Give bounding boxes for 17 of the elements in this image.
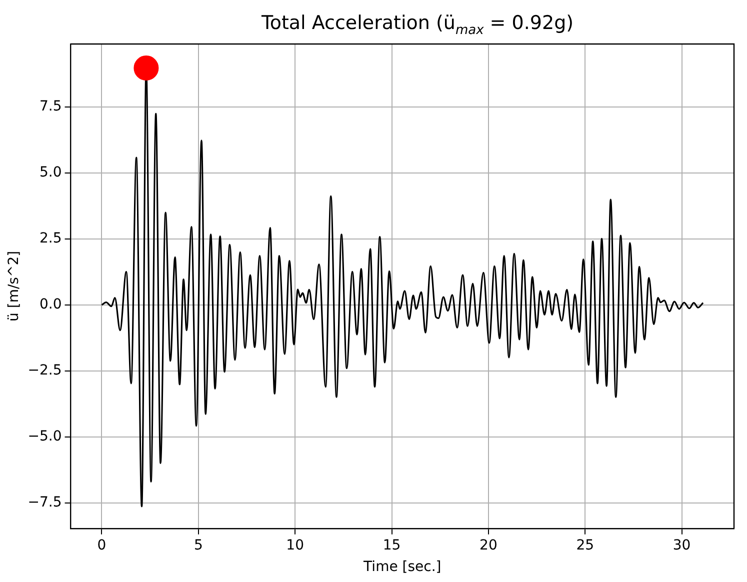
y-tick-label: 7.5 <box>40 98 62 114</box>
y-tick-label: −7.5 <box>28 494 62 511</box>
x-tick-label: 25 <box>576 537 594 554</box>
x-axis-title: Time [sec.] <box>362 559 442 576</box>
x-tick-label: 15 <box>382 537 401 554</box>
y-tick-label: 5.0 <box>40 164 62 181</box>
x-tick-label: 30 <box>672 537 691 554</box>
y-tick-label: 0.0 <box>40 296 62 313</box>
x-tick-label: 10 <box>286 537 304 554</box>
y-tick-label: 2.5 <box>40 230 62 247</box>
x-tick-label: 20 <box>480 537 498 554</box>
y-axis-title: ü [m/s^2] <box>6 250 22 322</box>
y-tick-label: −2.5 <box>28 362 62 379</box>
y-tick-label: −5.0 <box>28 428 62 445</box>
x-tick-label: 0 <box>97 537 106 554</box>
x-tick-label: 5 <box>194 537 203 554</box>
chart-title: Total Acceleration (ü$_{max}$ = 0.92g) <box>260 12 575 38</box>
